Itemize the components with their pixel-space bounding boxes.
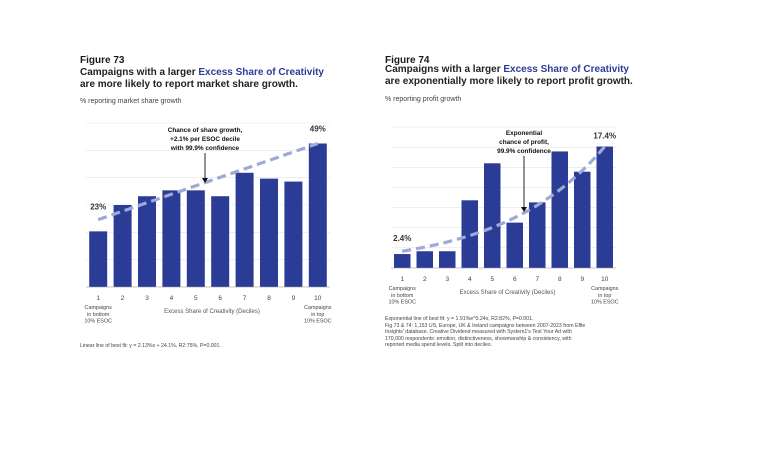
end-label-bottom: 10% ESOC xyxy=(84,319,112,325)
bar xyxy=(551,151,568,268)
note-line: Exponential line of best fit: y = 1.91%e… xyxy=(385,316,534,322)
x-tick-label: 9 xyxy=(580,276,584,283)
end-label-top: Campaigns xyxy=(304,305,332,311)
note-line: Insights' database. Creative Dividend me… xyxy=(385,329,572,335)
end-label-bottom: Campaigns xyxy=(85,305,113,311)
bar xyxy=(162,190,181,287)
title-highlight: Excess Share of Creativity xyxy=(198,67,324,78)
x-tick-label: 6 xyxy=(218,295,222,302)
annotation-line: with 99.9% confidence xyxy=(170,145,240,152)
title-highlight: Excess Share of Creativity xyxy=(503,64,629,75)
bar xyxy=(260,178,278,287)
x-tick-label: 10 xyxy=(314,295,322,302)
x-tick-label: 1 xyxy=(96,295,100,302)
x-tick-label: 1 xyxy=(400,276,404,283)
bar xyxy=(284,181,303,287)
x-tick-label: 10 xyxy=(601,276,609,283)
note-line: Fig 73 & 74: 1,153 US, Europe, UK & Irel… xyxy=(385,322,586,329)
end-label-bottom: in bottom xyxy=(391,293,414,299)
end-label-top: in top xyxy=(311,312,324,318)
bar xyxy=(211,196,230,287)
annotation-line: Chance of share growth, xyxy=(168,127,243,134)
chart-note: Exponential line of best fit: y = 1.91%e… xyxy=(385,316,585,349)
end-label-bottom: 10% ESOC xyxy=(388,300,416,306)
figure-label: Figure 73 xyxy=(80,55,125,66)
annotation-arrowhead xyxy=(521,207,527,212)
x-axis-label: Excess Share of Creativity (Deciles) xyxy=(164,309,260,315)
figure-73: Figure 73 Campaigns with a larger Excess… xyxy=(80,55,324,349)
bar xyxy=(439,251,456,268)
chart-subtitle: % reporting market share growth xyxy=(80,98,182,105)
end-label-top: 10% ESOC xyxy=(591,300,619,306)
end-label-bottom: in bottom xyxy=(87,312,110,318)
bar xyxy=(308,143,327,287)
bar xyxy=(138,196,156,287)
end-label-bottom: Campaigns xyxy=(389,286,417,292)
x-tick-label: 2 xyxy=(423,276,427,283)
annotation-line: +2.1% per ESOC decile xyxy=(170,136,240,143)
note-line: 170,000 respondents: emotion, distinctiv… xyxy=(385,335,572,342)
end-label-top: in top xyxy=(598,293,611,299)
x-tick-label: 9 xyxy=(292,295,296,302)
data-label: 49% xyxy=(310,125,326,134)
end-label-top: 10% ESOC xyxy=(304,319,332,325)
annotation-line: chance of profit, xyxy=(499,139,549,146)
x-tick-label: 3 xyxy=(145,295,149,302)
trendline xyxy=(97,141,319,222)
title-line2: are exponentially more likely to report … xyxy=(385,76,633,87)
bar xyxy=(484,163,501,268)
annotation-arrowhead xyxy=(202,178,208,183)
trendline xyxy=(401,145,606,253)
bar xyxy=(461,200,478,268)
x-tick-label: 7 xyxy=(535,276,539,283)
figure-label: Figure 74 xyxy=(385,55,430,66)
x-tick-label: 5 xyxy=(490,276,494,283)
note-line: reported media spend levels. Split into … xyxy=(385,342,492,348)
chart-subtitle: % reporting profit growth xyxy=(385,96,462,103)
annotation-line: 99.9% confidence xyxy=(497,148,551,155)
data-label: 2.4% xyxy=(393,234,411,243)
x-tick-label: 7 xyxy=(243,295,247,302)
x-tick-label: 6 xyxy=(513,276,517,283)
x-tick-label: 5 xyxy=(194,295,198,302)
x-tick-label: 4 xyxy=(468,276,472,283)
bar xyxy=(113,205,132,287)
bar xyxy=(235,172,254,287)
x-tick-label: 4 xyxy=(170,295,174,302)
title-line2: are more likely to report market share g… xyxy=(80,79,298,90)
chart-note: Linear line of best fit: y = 2.13%x + 24… xyxy=(80,343,221,349)
data-label: 23% xyxy=(90,203,106,212)
figure-title: Campaigns with a larger Excess Share of … xyxy=(385,64,633,88)
x-axis-label: Excess Share of Creativity (Deciles) xyxy=(460,290,556,296)
bar xyxy=(416,251,433,268)
bar xyxy=(596,146,613,268)
bar xyxy=(394,254,411,268)
bar xyxy=(186,190,205,287)
bar xyxy=(529,202,546,268)
bar xyxy=(89,231,108,287)
end-label-top: Campaigns xyxy=(591,286,619,292)
x-tick-label: 3 xyxy=(445,276,449,283)
x-tick-label: 2 xyxy=(121,295,125,302)
annotation-line: Exponential xyxy=(506,130,542,137)
x-tick-label: 8 xyxy=(558,276,562,283)
title-pre: Campaigns with a larger xyxy=(80,67,199,78)
bar xyxy=(506,222,523,268)
title-pre: Campaigns with a larger xyxy=(385,64,504,75)
x-tick-label: 8 xyxy=(267,295,271,302)
bar xyxy=(574,171,591,268)
data-label: 17.4% xyxy=(593,132,616,141)
figure-title: Campaigns with a larger Excess Share of … xyxy=(80,67,324,91)
